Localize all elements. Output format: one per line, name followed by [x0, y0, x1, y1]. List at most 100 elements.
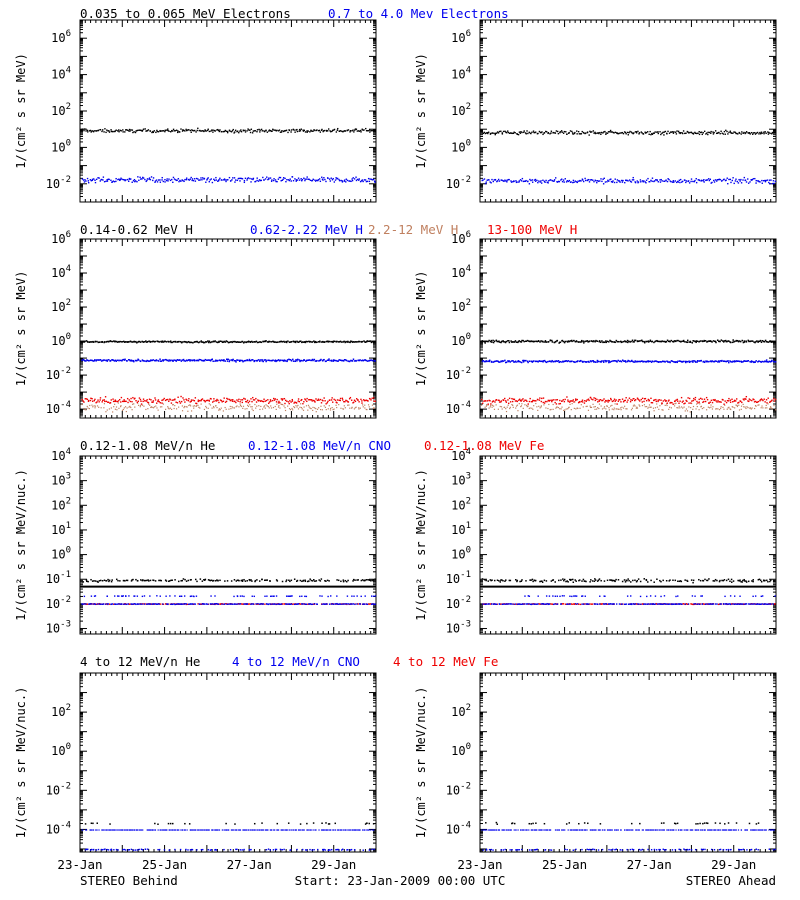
- data-point: [171, 359, 174, 362]
- data-point: [255, 407, 257, 409]
- data-point: [621, 398, 624, 400]
- data-point: [488, 360, 490, 363]
- data-point: [698, 130, 700, 133]
- data-point: [205, 405, 207, 408]
- data-point: [484, 182, 487, 185]
- data-point: [582, 179, 584, 181]
- data-point: [749, 340, 752, 343]
- data-point: [233, 359, 236, 362]
- data-point: [170, 408, 173, 410]
- data-point: [717, 400, 719, 402]
- data-point: [564, 178, 566, 180]
- data-point: [540, 182, 543, 184]
- data-point: [594, 361, 597, 363]
- data-point: [341, 130, 343, 133]
- data-point: [514, 132, 516, 134]
- data-point: [698, 409, 700, 411]
- data-point: [540, 131, 542, 134]
- data-point: [254, 403, 256, 406]
- data-point: [292, 360, 295, 362]
- data-point: [513, 398, 516, 401]
- data-point: [722, 406, 724, 409]
- data-point: [261, 358, 263, 361]
- data-point: [631, 407, 634, 409]
- data-point: [215, 176, 217, 179]
- data-point: [745, 398, 747, 400]
- data-point: [183, 399, 185, 401]
- data-point: [306, 130, 308, 132]
- data-point: [725, 360, 728, 363]
- data-point: [329, 130, 331, 132]
- data-point: [511, 132, 513, 135]
- data-point: [641, 397, 644, 400]
- data-point: [87, 400, 90, 403]
- data-point: [765, 399, 768, 401]
- data-point: [520, 131, 522, 133]
- data-point: [199, 179, 201, 181]
- data-point: [671, 181, 674, 183]
- data-point: [244, 359, 246, 362]
- data-point: [317, 179, 319, 182]
- data-point: [157, 340, 160, 343]
- data-point: [735, 404, 737, 406]
- data-point: [610, 178, 612, 180]
- y-tick-label: 101: [51, 521, 71, 537]
- data-point: [223, 179, 225, 181]
- data-point: [129, 178, 131, 180]
- data-point: [281, 399, 284, 401]
- data-point: [543, 341, 545, 343]
- data-point: [500, 179, 502, 181]
- data-point: [764, 360, 766, 362]
- data-point: [221, 341, 224, 344]
- data-point: [312, 130, 314, 132]
- data-point: [81, 128, 83, 131]
- data-point: [120, 405, 122, 407]
- data-point: [666, 360, 668, 362]
- data-point: [268, 401, 271, 403]
- data-point: [547, 360, 549, 363]
- data-point: [152, 340, 155, 343]
- data-point: [509, 132, 512, 134]
- data-point: [765, 359, 768, 361]
- data-point: [558, 403, 560, 405]
- data-point: [669, 340, 671, 343]
- data-point: [275, 401, 278, 403]
- data-point: [133, 178, 136, 181]
- data-point: [334, 399, 337, 401]
- data-point: [284, 341, 286, 343]
- data-point: [226, 179, 228, 181]
- data-point: [81, 359, 83, 362]
- data-point: [771, 359, 773, 362]
- data-point: [241, 359, 243, 362]
- data-point: [716, 180, 718, 182]
- data-point: [644, 131, 646, 133]
- data-point: [290, 401, 292, 403]
- data-point: [496, 180, 498, 183]
- data-point: [708, 402, 710, 404]
- data-point: [547, 180, 550, 182]
- data-point: [773, 182, 775, 185]
- data-point: [306, 176, 308, 178]
- data-point: [570, 400, 573, 402]
- data-point: [244, 408, 246, 410]
- data-point: [552, 403, 554, 406]
- data-point: [153, 341, 156, 343]
- data-point: [615, 339, 618, 342]
- data-point: [688, 341, 690, 343]
- data-point: [761, 399, 763, 401]
- data-point: [661, 132, 663, 135]
- data-point: [303, 359, 306, 361]
- data-point: [556, 339, 559, 342]
- y-axis-label: 1/(cm² s sr MeV): [14, 271, 28, 387]
- data-point: [556, 360, 558, 363]
- data-point: [622, 132, 625, 135]
- data-point: [268, 340, 270, 343]
- data-point: [559, 402, 562, 405]
- data-point: [269, 177, 272, 179]
- data-point: [694, 179, 696, 182]
- data-point: [373, 129, 375, 131]
- data-point: [741, 339, 744, 342]
- data-point: [101, 341, 104, 343]
- data-point: [552, 131, 555, 134]
- data-point: [341, 181, 344, 183]
